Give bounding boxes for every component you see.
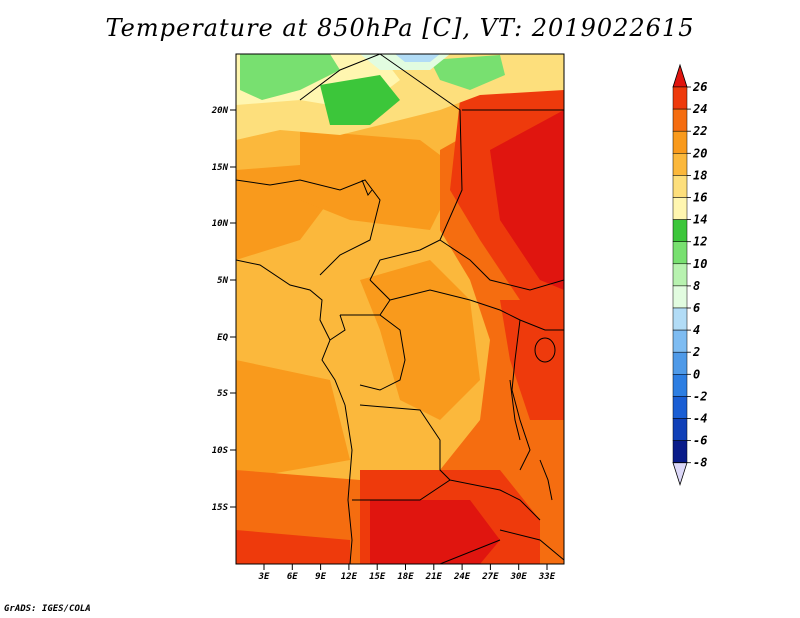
colorbar-label: 22: [692, 124, 707, 138]
lon-tick-label: 18E: [397, 572, 414, 582]
colorbar-bottom-arrow: [672, 462, 688, 487]
boundary-car-drc: [389, 289, 521, 321]
colorbar-segment: [672, 175, 688, 198]
map-frame: [235, 53, 565, 565]
field-southwest-ocean: [236, 360, 350, 480]
lon-tick-label: 3E: [258, 572, 270, 582]
map-title: Temperature at 850hPa [C], VT: 201902261…: [105, 14, 695, 42]
lat-tick-label: 20N: [211, 106, 229, 116]
lon-tick-label: 30E: [510, 572, 528, 582]
lake-tanganyika: [509, 379, 521, 441]
field-libya-cold: [430, 55, 505, 90]
colorbar-segment: [672, 440, 688, 463]
lat-tick-label: 10N: [212, 219, 229, 229]
lat-tick-label: 15S: [212, 503, 229, 513]
boundary-congo: [359, 314, 406, 391]
colorbar-top-arrow: [672, 63, 688, 88]
colorbar-segment: [672, 130, 688, 154]
lake-malawi: [539, 459, 553, 501]
colorbar-label: 10: [693, 257, 707, 271]
field-sahara-cold: [240, 54, 340, 100]
colorbar-segment: [672, 418, 688, 441]
coastline-southwest: [344, 404, 353, 564]
field-sudan-hottest: [490, 110, 564, 290]
boundary-drc-east: [511, 319, 531, 471]
colorbar-label: 6: [693, 301, 700, 315]
grads-credit: GrADS: IGES/COLA: [4, 604, 91, 614]
colorbar-segment: [672, 108, 688, 132]
colorbar-label: -6: [693, 434, 707, 448]
colorbar-segment: [672, 396, 688, 419]
colorbar-label: 20: [692, 146, 707, 160]
field-sahel: [300, 130, 460, 230]
boundary-namibia-botswana: [439, 539, 501, 564]
colorbar-label: -8: [693, 456, 707, 470]
lon-tick-label: 27E: [481, 572, 499, 582]
boundary-zambia-south: [499, 529, 564, 561]
boundary-algeria-niger: [299, 54, 381, 101]
lon-tick-label: 21E: [425, 572, 443, 582]
colorbar-label: 16: [693, 191, 707, 205]
coastline-west: [236, 259, 346, 406]
colorbar-label: -4: [693, 412, 707, 426]
latitude-axis: 20N 15N 10N 5N EQ 5S 10S 15S: [211, 106, 236, 513]
colorbar-label: 26: [692, 80, 707, 94]
colorbar-segment: [672, 241, 688, 265]
field-sahara-coldest: [320, 75, 400, 125]
colorbar-segment: [672, 197, 688, 220]
lon-tick-label: 24E: [453, 572, 471, 582]
colorbar-label: -2: [693, 389, 707, 403]
boundary-sudan-south: [439, 239, 564, 291]
lake-chad: [361, 179, 373, 196]
colorbar-label: 12: [693, 235, 707, 249]
boundary-angola-drc: [359, 404, 451, 481]
lake-victoria: [534, 337, 556, 363]
boundary-angola-zambia: [352, 479, 541, 521]
lon-tick-label: 33E: [538, 572, 556, 582]
colorbar-segment: [672, 86, 688, 110]
lon-tick-label: 6E: [287, 572, 298, 582]
colorbar-label: 4: [693, 323, 700, 337]
colorbar-label: 0: [693, 367, 700, 381]
boundary-car-cameroon: [340, 279, 391, 316]
colorbar-segment: [672, 153, 688, 176]
longitude-axis: 3E 6E 9E 12E 15E 18E 21E 24E 27E 30E 33E: [258, 564, 556, 582]
lat-tick-label: 10S: [212, 446, 229, 456]
colorbar-label: 8: [693, 279, 700, 293]
lon-tick-label: 12E: [341, 572, 358, 582]
colorbar-segment: [672, 219, 688, 242]
colorbar-label: 24: [692, 102, 707, 116]
boundary-uganda: [519, 319, 564, 331]
country-boundaries: [236, 54, 564, 564]
colorbar-segment: [672, 329, 688, 353]
lon-tick-label: 15E: [369, 572, 386, 582]
colorbar-segment: [672, 285, 688, 309]
boundary-gabon: [329, 314, 346, 341]
colorbar-segment: [672, 374, 688, 397]
field-south-hottest: [370, 500, 500, 564]
temperature-field: [236, 54, 564, 564]
colorbar-segment: [672, 263, 688, 287]
colorbar-label: 2: [692, 345, 700, 359]
lon-tick-label: 9E: [315, 572, 326, 582]
colorbar-label: 14: [693, 213, 707, 227]
field-south-ocean-warm: [236, 530, 350, 564]
lat-tick-label: 5S: [217, 389, 228, 399]
colorbar-segment: [672, 351, 688, 375]
lat-tick-label: 15N: [212, 163, 229, 173]
lat-tick-label: EQ: [217, 333, 228, 343]
colorbar-segment: [672, 307, 688, 331]
field-north-blue: [395, 54, 440, 62]
lat-tick-label: 5N: [217, 276, 228, 286]
colorbar-label: 18: [693, 168, 707, 182]
boundary-west-africa: [236, 179, 381, 276]
